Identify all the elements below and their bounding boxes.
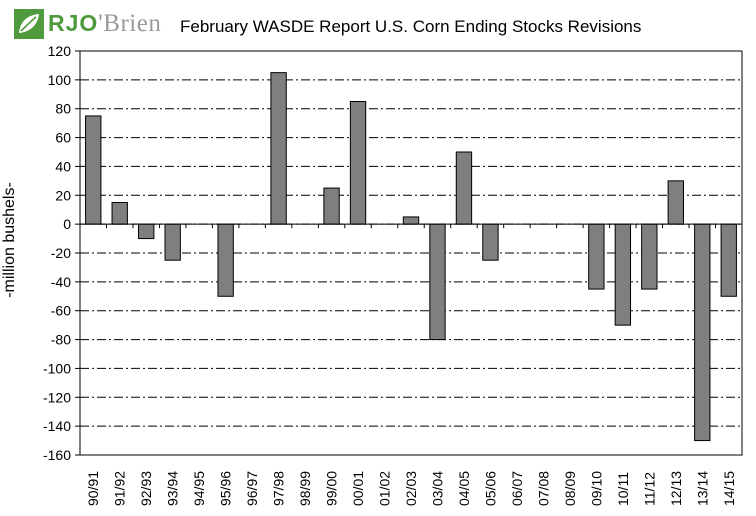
- bar-03-04: [429, 223, 446, 341]
- x-tick-label: 07/08: [535, 471, 551, 506]
- x-tick-label: 11/12: [641, 472, 657, 506]
- y-tick-label: -80: [51, 332, 71, 348]
- x-tick-label: 13/14: [694, 471, 710, 506]
- chart-title: February WASDE Report U.S. Corn Ending S…: [180, 17, 642, 36]
- x-tick-label: 06/07: [509, 471, 525, 506]
- bar-93-94: [164, 223, 181, 261]
- leaf-logo-icon: [14, 9, 44, 39]
- bar-02-03: [402, 216, 420, 225]
- y-tick-label: 80: [55, 101, 71, 117]
- bar-04-05: [455, 151, 473, 225]
- y-tick-label: -120: [43, 389, 71, 405]
- plot-frame: [79, 50, 743, 456]
- x-tick-label: 95/96: [218, 471, 234, 506]
- y-tick-label: 60: [55, 130, 71, 146]
- bar-13-14: [694, 223, 711, 442]
- x-tick-label: 03/04: [429, 471, 445, 506]
- logo-wordmark: RJO'Brien: [48, 10, 161, 38]
- y-tick-label: -140: [43, 418, 71, 434]
- x-tick-label: 09/10: [588, 471, 604, 506]
- bar-00-01: [349, 101, 367, 225]
- bar-14-15: [720, 223, 737, 297]
- x-tick-label: 99/00: [324, 471, 340, 506]
- y-tick-label: 40: [55, 158, 71, 174]
- x-tick-label: 01/02: [377, 471, 393, 506]
- y-tick-label: 20: [55, 187, 71, 203]
- x-tick-label: 90/91: [85, 471, 101, 506]
- bar-91-92: [111, 202, 128, 225]
- bar-92-93: [138, 223, 155, 240]
- x-tick-label: 91/92: [112, 471, 128, 506]
- bar-11-12: [641, 223, 658, 290]
- bar-09-10: [588, 223, 605, 290]
- bars: [85, 72, 737, 442]
- logo-text-bold: RJO: [48, 10, 99, 36]
- bar-95-96: [217, 223, 234, 297]
- x-tick-label: 97/98: [271, 471, 287, 506]
- x-tick-label: 96/97: [244, 471, 260, 506]
- y-tick-label: -160: [43, 447, 71, 463]
- axes: [79, 50, 743, 456]
- x-tick-label: 14/15: [721, 471, 737, 506]
- logo-text-rest: 'Brien: [98, 10, 162, 37]
- x-tick-label: 04/05: [456, 471, 472, 506]
- x-tick-label: 05/06: [482, 471, 498, 506]
- x-tick-label: 12/13: [668, 471, 684, 506]
- x-tick-label: 93/94: [165, 471, 181, 506]
- x-tick-label: 00/01: [350, 471, 366, 506]
- x-tick-labels: 90/91 91/92 92/93 93/94 94/95 95/96 96/97 97/98…: [85, 471, 737, 506]
- x-tick-label: 98/99: [297, 471, 313, 506]
- y-tick-label: -40: [51, 274, 71, 290]
- x-tick-label: 94/95: [191, 471, 207, 506]
- bar-12-13: [667, 180, 684, 225]
- y-tick-label: 0: [63, 216, 71, 232]
- bar-99-00: [323, 187, 340, 225]
- company-logo: RJO'Brien: [14, 8, 161, 40]
- y-tick-label: -60: [51, 303, 71, 319]
- x-tick-label: 02/03: [403, 471, 419, 506]
- x-tick-label: 92/93: [138, 471, 154, 506]
- bar-90-91: [85, 115, 102, 225]
- y-tick-label: 100: [48, 72, 72, 88]
- bar-10-11: [614, 223, 632, 326]
- x-tick-label: 08/09: [562, 471, 578, 506]
- y-tick-label: -20: [51, 245, 71, 261]
- y-tick-label: 120: [48, 43, 72, 59]
- bar-05-06: [482, 223, 499, 261]
- bar-97-98: [270, 72, 287, 225]
- y-tick-labels: 120 100 80 60 40 20 0 -20 -40 -60 -80 -100 -120 -140 -…: [43, 43, 71, 463]
- y-tick-label: -100: [43, 360, 71, 376]
- x-tick-label: 10/11: [615, 472, 631, 506]
